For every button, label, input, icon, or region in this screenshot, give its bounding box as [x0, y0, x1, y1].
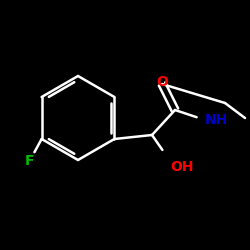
Text: OH: OH	[170, 160, 194, 174]
Text: NH: NH	[205, 113, 228, 127]
Text: F: F	[25, 154, 34, 168]
Text: O: O	[156, 75, 168, 89]
